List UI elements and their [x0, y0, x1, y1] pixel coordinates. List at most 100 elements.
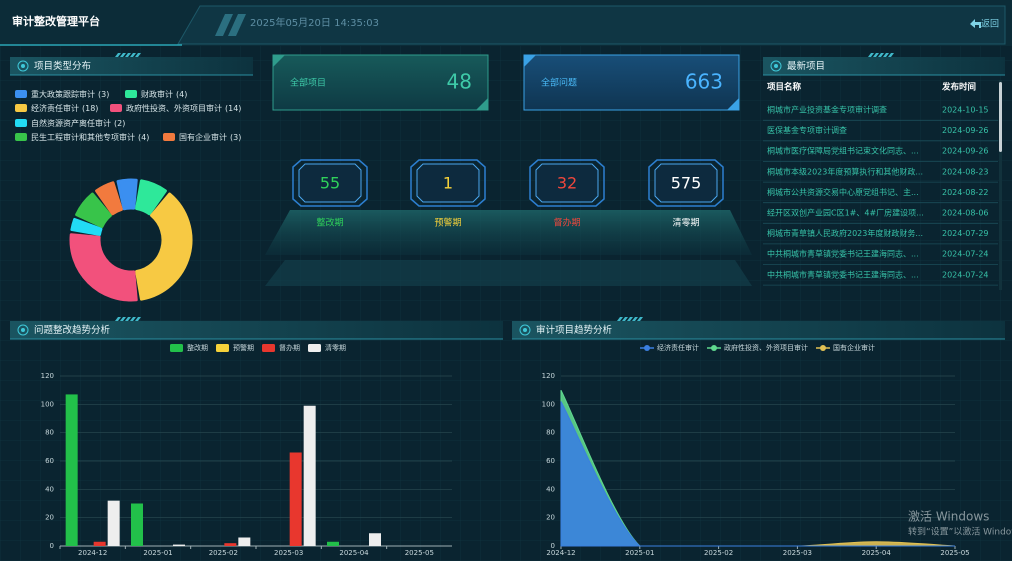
project-name[interactable]: 经开区双创产业园C区1#、4#厂房建设项...	[767, 208, 924, 218]
legend-category: 重大政策跟踪审计	[31, 89, 95, 99]
legend-value: (18)	[82, 104, 98, 113]
legend-swatch	[170, 344, 183, 352]
legend-swatch	[110, 104, 122, 112]
back-icon[interactable]	[970, 19, 981, 28]
bar	[327, 541, 339, 546]
legend-value: (14)	[225, 104, 241, 113]
x-tick-label: 2024-12	[78, 549, 107, 557]
period-label: 清零期	[672, 217, 699, 229]
legend-value: (4)	[138, 133, 149, 142]
panel-icon-dot	[523, 328, 527, 332]
legend-marker	[820, 345, 826, 351]
project-date: 2024-08-22	[942, 188, 989, 197]
x-tick-label: 2025-01	[143, 549, 172, 557]
bar	[303, 405, 316, 546]
project-name[interactable]: 中共桐城市青草镇党委书记王建海同志、...	[767, 249, 919, 259]
summary-value: 663	[685, 70, 723, 94]
legend-category: 国有企业审计	[179, 132, 227, 142]
back-button[interactable]: 返回	[981, 18, 999, 30]
summary-label: 全部问题	[541, 77, 577, 89]
project-name[interactable]: 桐城市青草镇人民政府2023年度财政财务...	[767, 228, 923, 238]
period-badge-outer	[529, 159, 605, 207]
legend-label: 国有企业审计 (3)	[179, 132, 241, 142]
panel-header-stripe	[135, 53, 141, 57]
x-tick-label: 2025-05	[405, 549, 434, 557]
panel-header-stripe	[130, 53, 136, 57]
bar	[93, 541, 106, 546]
bar	[131, 503, 143, 546]
project-name[interactable]: 医保基金专项审计调查	[767, 125, 847, 135]
period-badge-outer	[648, 159, 724, 207]
scrollbar-track	[999, 80, 1002, 290]
legend-label: 督办期	[279, 343, 300, 352]
y-tick-label: 20	[45, 514, 54, 522]
panel-icon-dot	[774, 64, 778, 68]
y-tick-label: 100	[41, 400, 54, 408]
period-label: 预警期	[434, 217, 461, 229]
panel-header-stripe	[115, 53, 121, 57]
project-date: 2024-08-23	[942, 167, 989, 176]
panel-header-stripe	[622, 317, 628, 321]
panel-header-stripe	[125, 317, 131, 321]
platform-shadow	[265, 260, 752, 286]
panel-header-stripe	[115, 317, 121, 321]
legend-swatch	[125, 90, 137, 98]
x-tick-label: 2025-05	[940, 549, 969, 557]
project-name[interactable]: 桐城市医疗保障局党组书记束文化同志、...	[767, 146, 919, 156]
legend-swatch	[216, 344, 229, 352]
period-value: 1	[443, 174, 453, 193]
period-label: 督办期	[553, 217, 580, 229]
panel-header-stripe	[878, 53, 884, 57]
project-name[interactable]: 中共桐城市青草镇党委书记王建海同志、...	[767, 269, 919, 279]
project-date: 2024-09-26	[942, 126, 989, 135]
y-tick-label: 60	[45, 457, 54, 465]
legend-label: 预警期	[233, 343, 254, 352]
header-stripes	[215, 14, 246, 36]
panel-title: 审计项目趋势分析	[536, 324, 613, 336]
panel-title: 最新项目	[787, 60, 825, 72]
summary-card	[523, 54, 740, 111]
panel-icon-dot	[21, 64, 25, 68]
legend-value: (3)	[230, 133, 241, 142]
panel-header-stripe	[883, 53, 889, 57]
y-tick-label: 80	[45, 429, 54, 437]
project-name[interactable]: 桐城市产业投资基金专项审计调查	[767, 105, 887, 115]
legend-marker	[711, 345, 717, 351]
x-tick-label: 2025-02	[704, 549, 733, 557]
panel-header-stripe	[637, 317, 643, 321]
legend-swatch	[15, 133, 27, 141]
project-date: 2024-09-26	[942, 147, 989, 156]
panel-icon	[17, 60, 29, 72]
project-name[interactable]: 桐城市本级2023年度预算执行和其他财政...	[767, 166, 923, 176]
pie-slice	[69, 233, 138, 302]
panel-icon-dot	[21, 328, 25, 332]
table-header: 项目名称	[767, 82, 802, 93]
panel-header-stripe	[868, 53, 874, 57]
y-tick-label: 60	[546, 457, 555, 465]
legend-category: 民生工程审计和其他专项审计	[31, 132, 135, 142]
legend-swatch	[262, 344, 275, 352]
panel-title: 项目类型分布	[34, 60, 91, 72]
panel-header-stripe	[632, 317, 638, 321]
project-date: 2024-07-24	[942, 270, 989, 279]
x-tick-label: 2025-04	[862, 549, 892, 557]
legend-label: 政府性投资、外资项目审计	[724, 343, 808, 352]
period-badge	[298, 163, 362, 203]
pie-slice	[95, 181, 123, 216]
bar	[224, 543, 237, 546]
legend-value: (2)	[114, 119, 125, 128]
x-tick-label: 2025-03	[274, 549, 303, 557]
legend-category: 政府性投资、外资项目审计	[126, 103, 222, 113]
legend-value: (4)	[176, 90, 187, 99]
header-datetime: 2025年05月20日 14:35:03	[250, 16, 379, 29]
panel-header-stripe	[125, 53, 131, 57]
y-tick-label: 120	[542, 372, 555, 380]
x-tick-label: 2024-12	[546, 549, 575, 557]
panel-icon	[770, 60, 782, 72]
panel-header-stripe	[120, 317, 126, 321]
project-name[interactable]: 桐城市公共资源交易中心原党组书记、主...	[767, 187, 919, 197]
period-value: 55	[320, 174, 340, 193]
legend-marker	[644, 345, 650, 351]
legend-category: 自然资源资产离任审计	[31, 118, 111, 128]
